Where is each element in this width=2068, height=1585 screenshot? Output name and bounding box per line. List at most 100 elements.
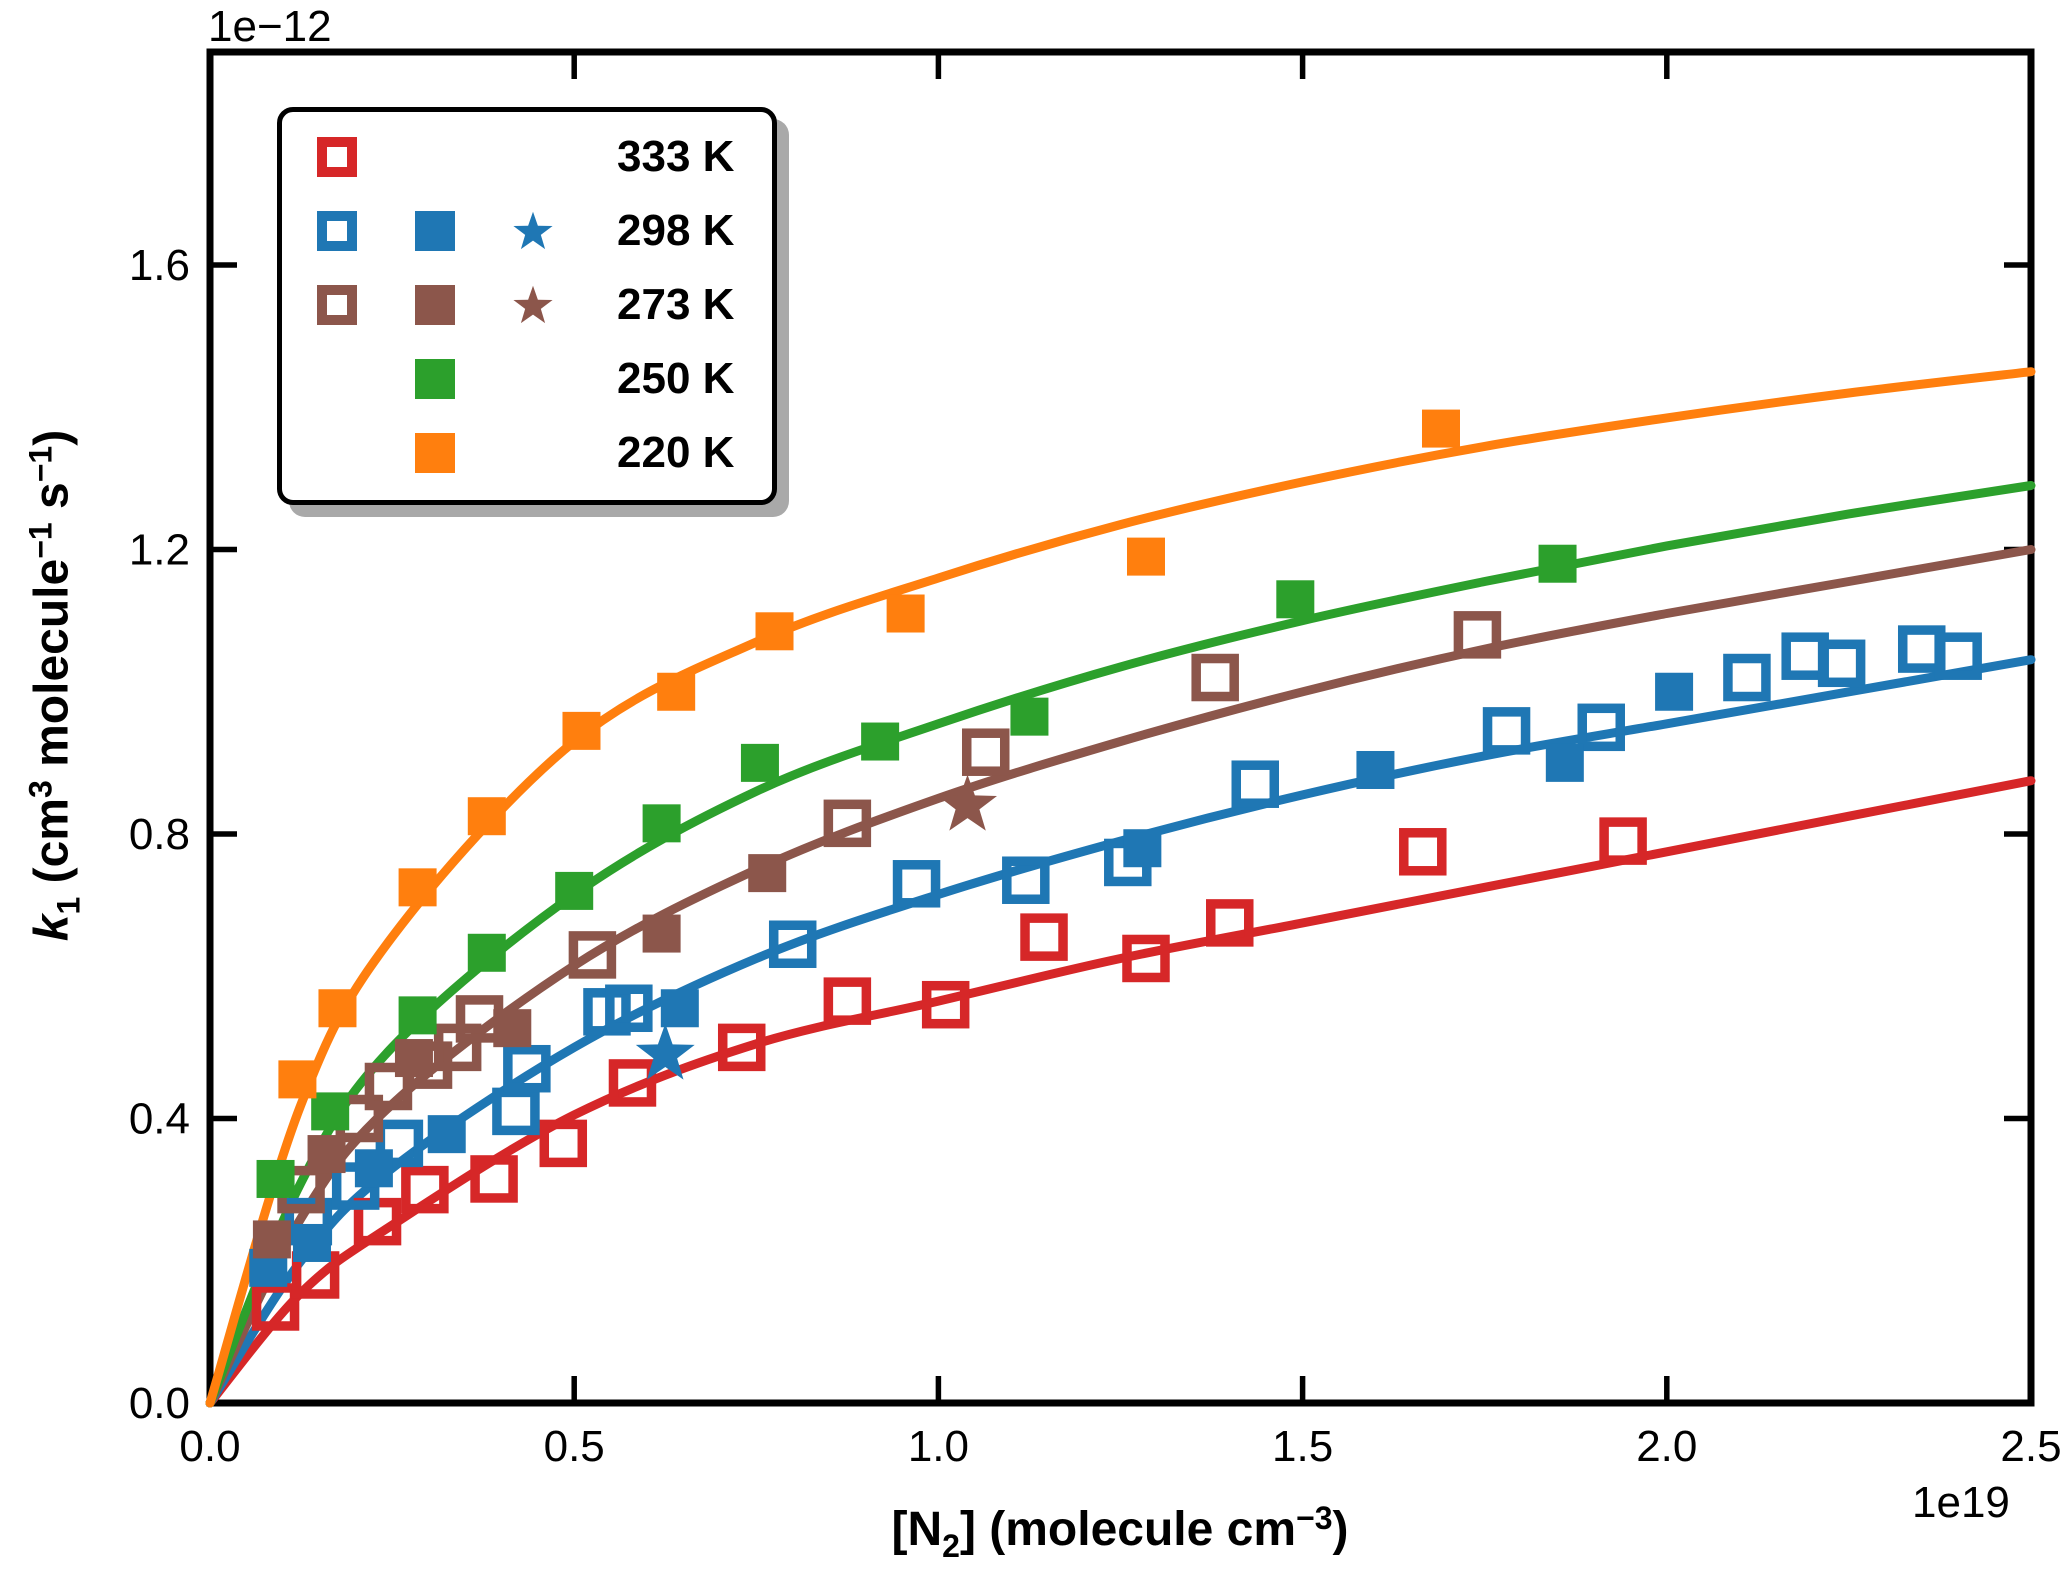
filled-square-marker (307, 1135, 346, 1174)
open-square-marker (375, 1119, 424, 1168)
filled-square-marker (886, 594, 925, 633)
open-square-marker (768, 920, 817, 968)
open-square-marker (608, 1059, 657, 1107)
open-square-marker (1934, 632, 1982, 680)
x-axis-offset-label: 1e19 (1912, 1478, 2010, 1527)
filled-square-marker (493, 1009, 532, 1048)
y-axis-title: k1 (cm3 molecule−1 s−1) (22, 186, 87, 1186)
filled-square-marker (562, 711, 601, 750)
fit-curve-220K (205, 367, 2036, 1408)
y-axis-title-superscript: 3 (22, 780, 59, 798)
open-square-marker (1817, 639, 1866, 688)
filled-square-marker (278, 1060, 317, 1099)
legend-symbol-slot (511, 421, 555, 485)
filled-square-marker (398, 868, 437, 907)
filled-square-marker (1126, 537, 1165, 576)
legend-symbol-slot (315, 273, 359, 337)
open-square-icon (317, 137, 357, 177)
y-tick-label: 0.4 (129, 1095, 190, 1144)
open-square-marker (921, 980, 970, 1029)
legend-label: 298 K (617, 206, 735, 255)
open-square-marker (1231, 760, 1280, 808)
filled-square-marker (318, 989, 357, 1028)
legend-symbol-slot (315, 347, 359, 411)
open-square-marker (568, 931, 617, 979)
open-square-marker (823, 977, 872, 1025)
x-axis-title-text: ) (1332, 1503, 1349, 1556)
x-axis-title: [N2] (molecule cm−3) (620, 1500, 1620, 1564)
legend-symbol-slot (413, 347, 457, 411)
open-square-marker (1122, 934, 1170, 983)
legend-symbol-slot (315, 421, 359, 485)
legend-symbol-slot (511, 199, 555, 263)
y-axis-title-text: molecule (25, 558, 79, 781)
filled-square-marker (1356, 750, 1395, 789)
open-square-marker (823, 799, 872, 848)
y-axis-title-k: k (25, 914, 79, 942)
legend-row: 220 K (282, 416, 772, 490)
x-axis-title-subscript: 2 (942, 1528, 960, 1564)
open-square-marker (1399, 828, 1447, 876)
legend-label: 250 K (617, 354, 735, 403)
legend-row: 273 K (282, 268, 772, 342)
filled-square-marker (1123, 829, 1162, 868)
series-298K (249, 625, 1982, 1287)
fit-curve-273K (205, 545, 2036, 1408)
filled-square-marker (292, 1223, 331, 1262)
series-273K (252, 611, 1502, 1259)
axes-frame (206, 48, 2035, 1407)
legend-symbol-slot (511, 125, 555, 189)
open-square-marker (717, 1023, 766, 1072)
filled-square-marker (642, 804, 681, 843)
open-square-marker (539, 1119, 588, 1168)
filled-square-marker (1010, 697, 1049, 736)
y-axis-title-subscript: 1 (50, 896, 87, 915)
legend-symbol-slot (413, 421, 457, 485)
x-tick-label: 2.0 (1636, 1422, 1697, 1471)
legend-label: 333 K (617, 132, 735, 181)
filled-square-marker (256, 1159, 295, 1198)
y-axis-title-superscript: −1 (22, 445, 59, 483)
open-square-icon (317, 285, 357, 325)
legend-symbol-slot (413, 199, 457, 263)
filled-square-marker (755, 612, 794, 651)
open-square-marker (1577, 703, 1625, 752)
filled-square-marker (1545, 743, 1584, 782)
legend-row: 298 K (282, 194, 772, 268)
star-icon (513, 211, 553, 250)
fit-curve-333K (205, 776, 2036, 1408)
open-square-marker (492, 1087, 540, 1136)
open-square-marker (961, 728, 1010, 776)
filled-square-marker (467, 797, 506, 836)
open-square-marker (1002, 856, 1050, 904)
filled-square-marker (311, 1092, 350, 1131)
legend-label: 220 K (617, 428, 735, 477)
series-250K (256, 544, 1577, 1198)
filled-square-marker (394, 1039, 433, 1078)
open-square-marker (892, 860, 941, 908)
filled-square-marker (1538, 544, 1577, 583)
open-square-marker (1599, 817, 1647, 865)
y-axis-title-superscript: −1 (22, 522, 59, 559)
open-square-icon (317, 211, 357, 251)
open-square-marker (401, 1165, 449, 1214)
open-square-marker (1206, 899, 1254, 947)
filled-square-marker (642, 914, 681, 953)
legend: 333 K 298 K 273 K 250 K 220 K (277, 107, 777, 505)
open-square-marker (503, 1044, 551, 1093)
open-square-marker (470, 1155, 518, 1203)
filled-square-marker (660, 989, 699, 1028)
filled-square-icon (415, 211, 455, 251)
legend-symbol-slot (511, 347, 555, 411)
filled-square-marker (1655, 672, 1694, 711)
legend-row: 250 K (282, 342, 772, 416)
open-square-marker (605, 984, 653, 1033)
y-tick-label: 0.8 (129, 810, 190, 859)
filled-square-marker (748, 854, 787, 893)
y-tick-label: 0.0 (129, 1379, 190, 1428)
x-tick-label: 0.0 (179, 1422, 240, 1471)
star-marker (938, 774, 997, 831)
open-square-marker (1482, 707, 1531, 755)
